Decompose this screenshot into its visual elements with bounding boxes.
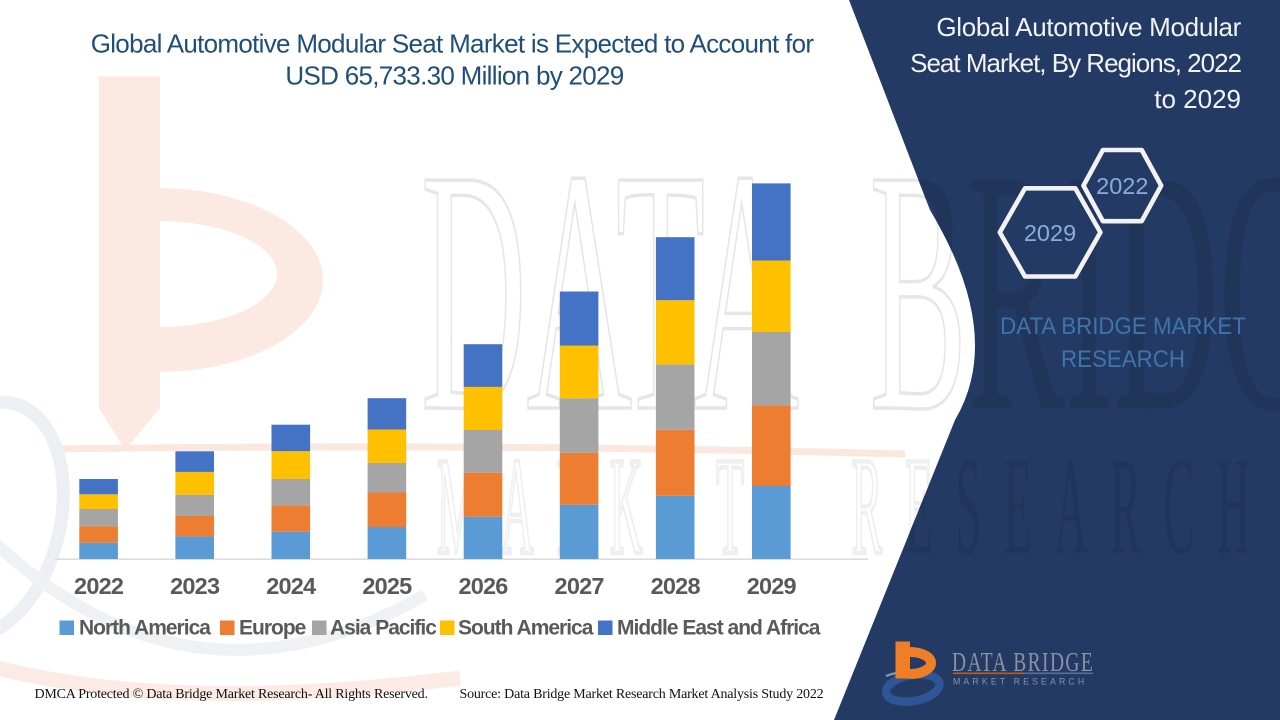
svg-text:2029: 2029 (747, 573, 797, 599)
svg-text:RESEARCH: RESEARCH (1061, 345, 1185, 372)
svg-text:2022: 2022 (1096, 173, 1148, 199)
svg-text:2023: 2023 (170, 573, 220, 599)
svg-text:to 2029: to 2029 (1154, 84, 1241, 114)
svg-text:North America: North America (79, 617, 211, 640)
svg-text:MARKET RESEARCH: MARKET RESEARCH (953, 677, 1087, 687)
svg-text:Middle East and Africa: Middle East and Africa (617, 617, 821, 640)
svg-text:Asia Pacific: Asia Pacific (330, 617, 437, 640)
svg-text:2025: 2025 (362, 573, 412, 599)
svg-text:Global Automotive Modular: Global Automotive Modular (936, 12, 1241, 42)
svg-text:Europe: Europe (239, 617, 306, 640)
svg-text:2029: 2029 (1024, 220, 1076, 246)
svg-text:2024: 2024 (266, 573, 316, 599)
svg-text:2027: 2027 (555, 573, 605, 599)
svg-text:2022: 2022 (74, 573, 124, 599)
svg-text:USD 65,733.30 Million by 2029: USD 65,733.30 Million by 2029 (285, 61, 623, 91)
svg-text:DATA BRIDGE MARKET: DATA BRIDGE MARKET (1000, 312, 1246, 339)
svg-text:Global Automotive Modular Seat: Global Automotive Modular Seat Market is… (91, 29, 815, 59)
svg-text:Seat Market, By Regions, 2022: Seat Market, By Regions, 2022 (910, 48, 1241, 78)
svg-text:DMCA Protected © Data Bridge M: DMCA Protected © Data Bridge Market Rese… (35, 687, 428, 702)
svg-text:South America: South America (458, 617, 594, 640)
svg-text:2026: 2026 (458, 573, 508, 599)
svg-text:Source: Data Bridge Market Res: Source: Data Bridge Market Research Mark… (460, 687, 824, 702)
svg-text:2028: 2028 (651, 573, 701, 599)
